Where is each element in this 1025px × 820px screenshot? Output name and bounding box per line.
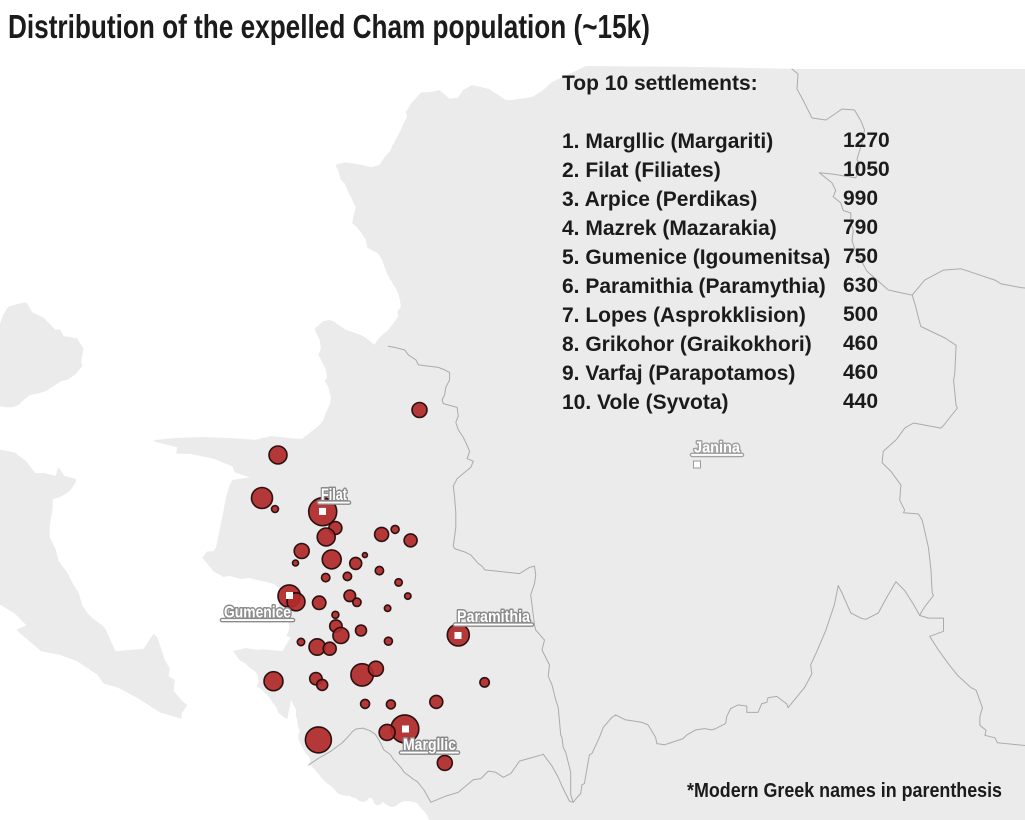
svg-text:Margllic: Margllic bbox=[403, 736, 456, 754]
svg-text:Filat: Filat bbox=[321, 486, 347, 504]
svg-text:Gumenice: Gumenice bbox=[224, 604, 291, 622]
svg-text:Janina: Janina bbox=[694, 439, 740, 456]
svg-text:Paramithia: Paramithia bbox=[457, 608, 531, 626]
